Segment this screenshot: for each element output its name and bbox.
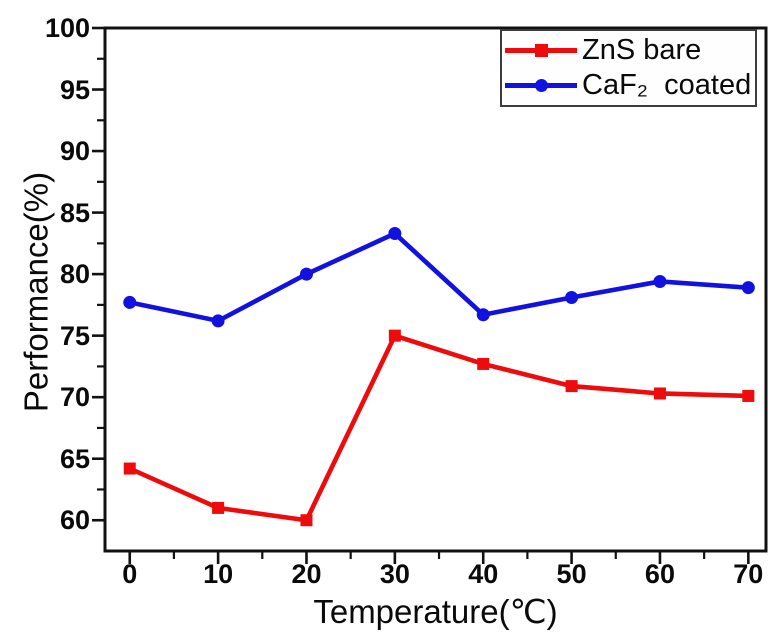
y-tick-label: 70: [59, 382, 90, 413]
circle-marker-icon: [653, 275, 667, 289]
x-tick-label: 10: [203, 559, 234, 589]
y-tick-label: 100: [44, 13, 90, 43]
series-line: [128, 332, 749, 523]
legend-item-zns-bare: ZnS bare: [505, 33, 755, 68]
axis-box: [103, 26, 768, 553]
circle-marker-icon: [388, 227, 402, 241]
x-tick-label: 30: [379, 559, 410, 589]
x-tick-label: 0: [122, 559, 138, 589]
legend: ZnS bare CaF₂ coated: [500, 29, 757, 107]
square-marker-icon: [123, 462, 136, 475]
square-marker-icon: [535, 44, 548, 57]
x-tick-label: 70: [733, 559, 764, 589]
y-tick-label: 65: [59, 443, 90, 474]
legend-swatch-red-line: [505, 43, 577, 58]
square-marker-icon: [212, 501, 225, 514]
square-marker-icon: [742, 389, 755, 402]
x-tick-label: 60: [644, 559, 675, 589]
y-axis-title: Performance(%): [17, 171, 55, 413]
y-tick-label: 60: [59, 505, 90, 536]
square-marker-icon: [388, 329, 401, 342]
circle-marker-icon: [741, 281, 755, 295]
circle-marker-icon: [535, 79, 548, 92]
square-marker-icon: [653, 387, 666, 400]
x-tick-label: 20: [291, 559, 322, 589]
legend-swatch-blue-line: [505, 78, 577, 93]
legend-item-label: ZnS bare: [582, 34, 702, 66]
circle-marker-icon: [123, 295, 137, 309]
square-marker-icon: [565, 380, 578, 393]
series-line: [129, 230, 749, 324]
y-tick-label: 80: [59, 259, 90, 290]
y-tick-label: 75: [59, 320, 90, 351]
y-tick-label: 85: [59, 197, 90, 228]
x-axis-title: Temperature(℃): [313, 593, 558, 630]
x-tick-label: 40: [468, 559, 499, 589]
circle-marker-icon: [299, 267, 313, 281]
circle-marker-icon: [565, 290, 579, 304]
circle-marker-icon: [476, 308, 490, 322]
legend-item-caf2-coated: CaF₂ coated: [505, 68, 755, 103]
square-marker-icon: [477, 357, 490, 370]
x-tick-label: 50: [556, 559, 587, 589]
legend-item-label: CaF₂ coated: [582, 69, 752, 101]
circle-marker-icon: [211, 314, 225, 328]
square-marker-icon: [300, 514, 313, 527]
y-tick-label: 90: [59, 136, 90, 167]
y-tick-label: 95: [59, 74, 90, 105]
